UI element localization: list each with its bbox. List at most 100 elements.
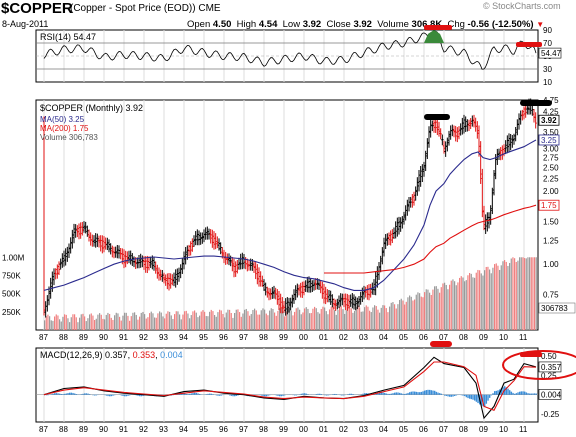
volume-bar — [117, 313, 119, 330]
volume-bar — [174, 314, 176, 330]
volume-bar — [222, 313, 224, 330]
volume-bar — [464, 281, 466, 330]
macd-histogram-bar — [95, 394, 98, 396]
macd-histogram-bar — [325, 394, 328, 396]
macd-histogram-bar — [485, 394, 488, 404]
macd-histogram-bar — [514, 393, 516, 395]
volume-bar — [170, 315, 172, 330]
volume-bar — [307, 308, 309, 330]
macd-histogram-bar — [465, 394, 468, 398]
macd-histogram-bar — [85, 393, 88, 395]
volume-bar — [524, 258, 526, 330]
volume-bar — [370, 312, 372, 330]
macd-histogram-bar — [342, 394, 344, 396]
macd-histogram-bar — [349, 393, 351, 395]
legend-volume: Volume 306,783 — [40, 133, 98, 142]
volume-bar — [225, 312, 227, 330]
price-tick-label: 1.50 — [543, 217, 559, 226]
volume-bar — [285, 311, 287, 330]
volume-bar — [89, 314, 91, 330]
volume-bar — [534, 257, 536, 330]
volume-bar — [315, 308, 317, 330]
volume-bar — [184, 311, 186, 330]
volume-bar — [84, 316, 86, 330]
volume-bar — [469, 273, 471, 330]
volume-bar — [320, 309, 322, 330]
volume-bar — [185, 310, 187, 330]
volume-bar — [349, 305, 351, 330]
volume-bar — [295, 308, 297, 330]
macd-histogram-bar — [129, 394, 131, 396]
x-tick-label: 06 — [419, 425, 428, 434]
volume-tick-label: 500K — [2, 290, 21, 299]
volume-bar — [244, 309, 246, 330]
macd-histogram-bar — [452, 394, 454, 397]
macd-histogram-bar — [84, 393, 86, 395]
volume-bar — [119, 316, 121, 330]
volume-bar — [129, 320, 131, 330]
macd-tick-label: 0.25 — [541, 371, 557, 380]
volume-bar — [362, 311, 364, 330]
macd-histogram-bar — [302, 393, 304, 395]
macd-histogram-bar — [425, 390, 428, 395]
macd-histogram-bar — [379, 392, 381, 395]
signal-line — [43, 361, 537, 411]
volume-bar — [490, 273, 492, 330]
macd-histogram-bar — [69, 392, 71, 395]
volume-bar — [470, 273, 472, 330]
x-tick-label: 10 — [499, 425, 508, 434]
volume-bar — [380, 307, 382, 330]
volume-bar — [477, 269, 479, 330]
volume-bar — [130, 316, 132, 330]
macd-histogram-bar — [315, 394, 318, 395]
symbol-description: (Copper - Spot Price (EOD)) CME — [70, 3, 221, 14]
volume-bar — [365, 305, 367, 330]
macd-histogram-bar — [382, 392, 384, 395]
volume-bar — [397, 304, 399, 330]
volume-bar — [254, 308, 256, 330]
macd-histogram-bar — [187, 394, 189, 395]
macd-histogram-bar — [520, 391, 523, 395]
x-tick-label: 05 — [399, 333, 408, 342]
macd-histogram-bar — [492, 393, 494, 395]
volume-bar — [515, 261, 517, 330]
volume-bar — [519, 257, 521, 330]
volume-bar — [415, 294, 417, 330]
volume-bar — [227, 309, 229, 330]
volume-bar — [324, 307, 326, 330]
x-tick-label: 88 — [59, 425, 68, 434]
volume-bar — [357, 305, 359, 330]
volume-bar — [159, 311, 161, 330]
volume-bar — [535, 257, 537, 330]
volume-bar — [87, 318, 89, 330]
macd-histogram-bar — [470, 394, 473, 400]
macd-histogram-bar — [124, 394, 126, 397]
volume-bar — [172, 318, 174, 330]
volume-bar — [449, 284, 451, 330]
volume-bar — [77, 322, 79, 330]
volume-bar — [250, 314, 252, 330]
macd-histogram-bar — [432, 390, 434, 395]
macd-histogram-bar — [282, 394, 284, 396]
volume-bar — [325, 311, 327, 330]
x-tick-label: 05 — [399, 425, 408, 434]
x-tick-label: 91 — [119, 333, 128, 342]
volume-bar — [104, 319, 106, 330]
ma50-line — [43, 139, 537, 291]
macd-histogram-bar — [279, 394, 281, 397]
macd-histogram-bar — [464, 394, 466, 397]
macd-histogram-bar — [527, 393, 529, 395]
volume-bar — [475, 272, 477, 330]
volume-bar — [530, 257, 532, 330]
volume-bar — [442, 283, 444, 330]
macd-highlight-dash — [430, 341, 452, 347]
macd-histogram-bar — [525, 392, 528, 395]
macd-histogram-bar — [109, 394, 111, 397]
volume-bar — [322, 306, 324, 330]
macd-histogram-bar — [182, 393, 184, 395]
volume-last-value: 306783 — [541, 304, 568, 313]
macd-histogram-bar — [440, 393, 443, 395]
volume-bar — [330, 306, 332, 330]
volume-bar — [109, 314, 111, 330]
volume-bar — [157, 313, 159, 330]
